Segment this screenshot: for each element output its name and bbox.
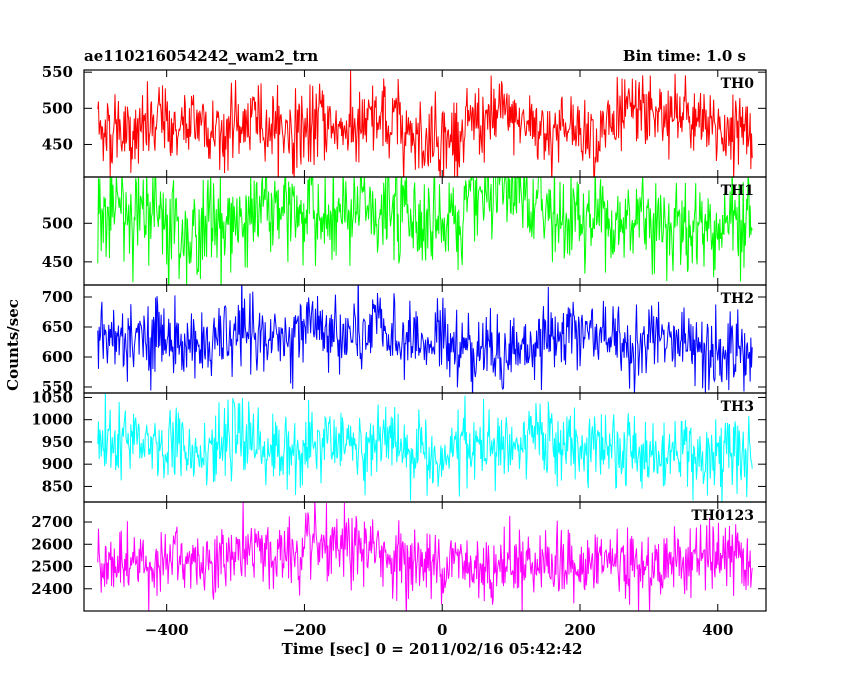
- x-tick-label: 400: [702, 621, 733, 639]
- y-tick-label: 450: [42, 135, 73, 153]
- x-tick-label: 200: [564, 621, 595, 639]
- y-tick-label: 850: [42, 477, 73, 495]
- x-tick-label: −400: [145, 621, 189, 639]
- y-tick-label: 900: [42, 455, 73, 473]
- y-axis-label: Counts/sec: [4, 299, 22, 391]
- y-tick-label: 700: [42, 288, 73, 306]
- y-tick-label: 1000: [31, 411, 73, 429]
- panel-th0123: 2400 2500 2600 2700 TH0123: [31, 501, 767, 612]
- y-tick-label: 500: [42, 214, 73, 232]
- y-tick-label: 550: [42, 63, 73, 81]
- y-tick-label: 450: [42, 253, 73, 271]
- panel-th3: 850 900 950 1000 1050 TH3: [31, 388, 767, 503]
- panel-th2: 550 600 650 700 TH2: [42, 284, 767, 396]
- y-tick-label: 650: [42, 318, 73, 336]
- panel-label-th0123: TH0123: [691, 508, 754, 524]
- y-tick-label: 500: [42, 99, 73, 117]
- panel-label-th3: TH3: [721, 399, 754, 415]
- panel-th0: 450 500 550 TH0: [42, 63, 767, 178]
- panels-group: 450 500 550 TH0 450 500 TH1 550 600 650 700 TH2 850 9…: [31, 63, 767, 612]
- series-line-th1: [97, 177, 753, 285]
- y-tick-label: 2500: [31, 558, 73, 576]
- y-tick-label: 2400: [31, 580, 73, 598]
- panel-label-th1: TH1: [721, 183, 754, 199]
- x-tick-label: 0: [437, 621, 447, 639]
- y-tick-label: 2600: [31, 535, 73, 553]
- x-axis-label: Time [sec] 0 = 2011/02/16 05:42:42: [282, 640, 583, 658]
- y-tick-label: 550: [42, 378, 73, 396]
- y-tick-label: 1050: [31, 388, 73, 406]
- series-line-th0123: [97, 502, 753, 611]
- bin-time-label: Bin time: 1.0 s: [623, 47, 746, 65]
- x-tick-label: −200: [282, 621, 326, 639]
- x-axis: −400 −200 0 200 400: [145, 621, 734, 639]
- panel-label-th0: TH0: [721, 76, 755, 92]
- panel-frame: [83, 501, 767, 612]
- panel-frame: [83, 284, 767, 394]
- panel-label-th2: TH2: [721, 291, 754, 307]
- chart-title: ae110216054242_wam2_trn: [84, 47, 318, 65]
- series-line-th0: [97, 70, 753, 177]
- panel-th1: 450 500 TH1: [42, 176, 767, 286]
- series-line-th3: [97, 393, 753, 502]
- series-line-th2: [97, 285, 753, 393]
- y-tick-label: 2700: [31, 513, 73, 531]
- y-tick-label: 950: [42, 433, 73, 451]
- y-tick-label: 600: [42, 348, 73, 366]
